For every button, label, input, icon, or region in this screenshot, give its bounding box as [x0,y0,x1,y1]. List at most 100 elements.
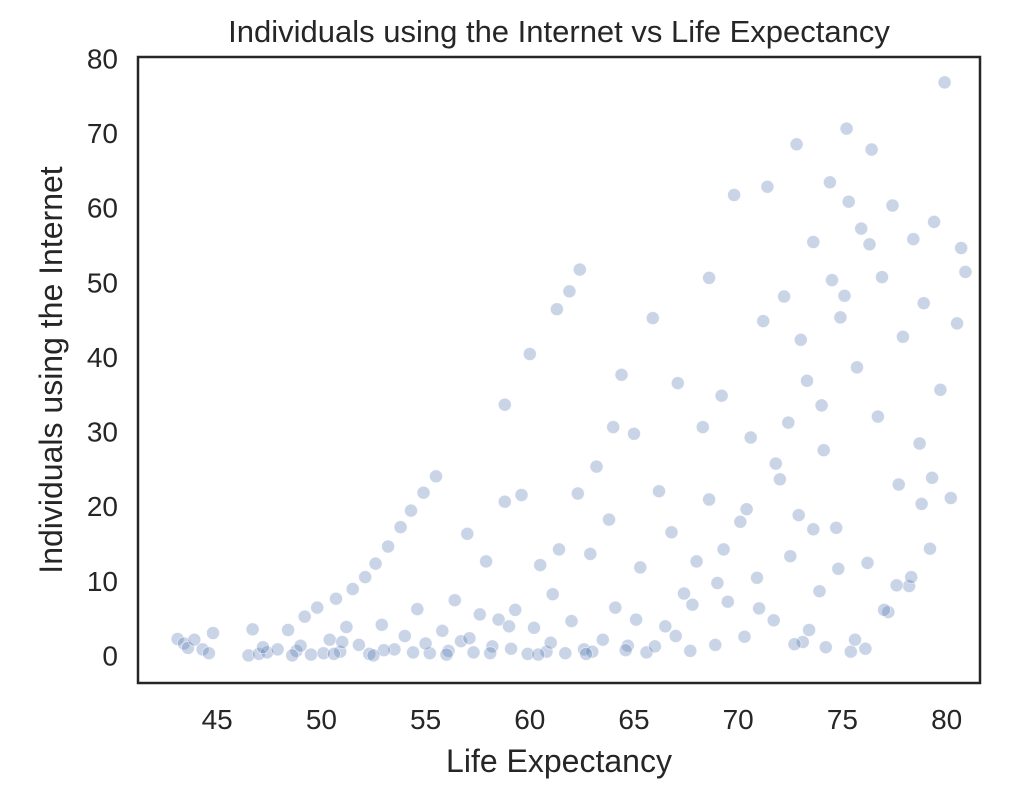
data-point [472,607,487,622]
data-point [689,554,704,569]
chart-title: Individuals using the Internet vs Life E… [228,14,890,49]
data-point [491,612,506,627]
data-points [170,75,973,663]
data-point [533,558,548,572]
data-point [806,522,821,537]
data-point [720,594,735,609]
data-point [733,514,748,529]
data-point [335,635,350,649]
data-point [285,648,300,663]
data-point [454,634,468,649]
data-point [787,637,802,652]
data-point [858,641,873,656]
data-point [802,623,816,637]
data-point [602,512,616,527]
data-point [839,121,854,136]
data-point [508,603,523,617]
data-point [710,576,725,590]
data-point [326,647,341,661]
data-point [783,549,798,564]
data-point [814,398,829,413]
data-point [429,469,443,484]
data-point [462,631,477,646]
data-point [245,622,260,637]
data-point [760,179,775,194]
data-point [520,647,535,661]
data-point [522,347,537,361]
data-point [750,570,764,585]
data-point [310,600,325,615]
data-point [818,640,833,655]
y-tick-labels: 0 10 20 30 40 50 60 70 80 [87,44,118,672]
data-point [439,647,454,662]
data-point [781,415,796,430]
data-point [793,332,808,347]
data-point [850,360,864,375]
data-point [545,587,560,602]
data-point [652,484,666,499]
data-point [322,632,337,647]
data-point [768,456,783,471]
data-point [843,644,858,659]
data-point [831,561,846,576]
data-point [539,644,554,659]
y-tick-label: 40 [87,342,118,373]
data-point [739,502,754,517]
data-point [387,642,402,657]
data-point [958,264,973,279]
data-point [550,302,564,317]
data-point [293,638,308,653]
data-point [841,194,856,209]
data-point [281,623,296,637]
data-point [368,556,383,571]
data-point [912,436,927,451]
data-point [737,629,752,644]
data-point [943,491,958,505]
data-point [256,640,270,655]
data-point [393,520,408,534]
data-point [670,376,685,391]
data-point [589,459,604,474]
data-point [570,486,585,501]
data-point [608,600,623,615]
data-point [708,638,723,652]
data-point [816,443,831,458]
data-point [906,232,921,247]
data-point [504,641,519,656]
data-point [825,273,839,288]
data-point [648,639,662,654]
data-point [773,472,787,487]
data-point [950,316,964,331]
data-point [806,235,821,249]
data-point [595,632,610,647]
y-tick-label: 20 [87,491,118,522]
data-point [329,591,343,606]
x-tick-label: 50 [306,704,337,735]
data-point [916,296,931,311]
data-point [572,262,587,277]
data-point [789,137,804,152]
data-point [743,430,758,445]
data-point [404,503,418,518]
y-tick-label: 60 [87,193,118,224]
x-tick-label: 60 [514,704,545,735]
data-point [658,619,673,634]
data-point [552,542,566,557]
data-point [187,632,202,647]
data-point [397,629,412,643]
data-point [889,578,904,593]
data-point [435,623,450,638]
data-point [885,198,900,213]
data-point [645,311,660,326]
data-point [345,582,360,596]
data-point [923,541,937,556]
data-point [514,488,529,502]
data-point [270,642,285,657]
data-point [702,270,716,285]
data-point [877,603,891,617]
data-point [629,612,643,627]
data-point [904,570,919,584]
data-point [406,645,421,660]
data-point [937,75,952,90]
data-point [837,288,852,303]
